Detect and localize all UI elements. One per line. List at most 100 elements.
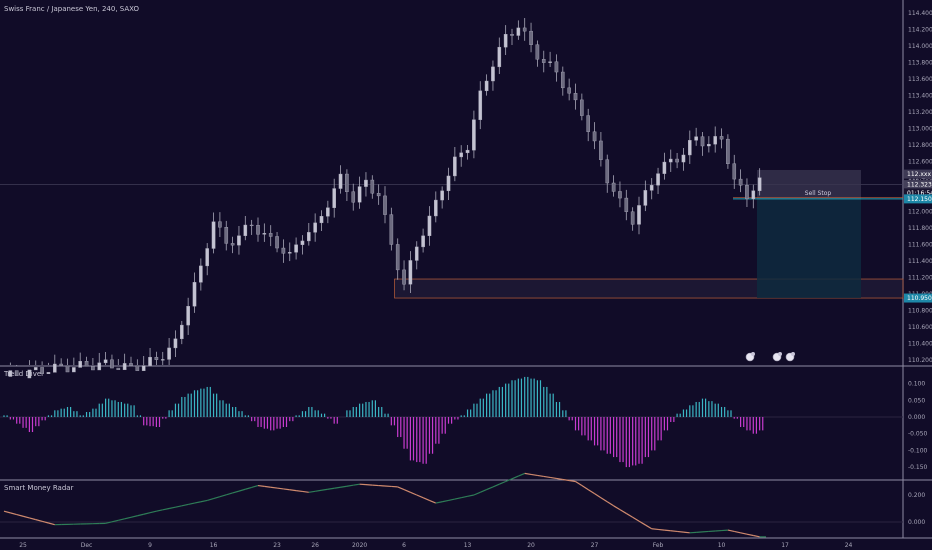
candle-body xyxy=(383,195,387,215)
candle-body xyxy=(294,244,298,253)
candle-body xyxy=(421,235,425,248)
candle-body xyxy=(618,191,622,199)
radar-line-segment xyxy=(638,520,646,526)
time-tick-label: 13 xyxy=(464,542,472,549)
radar-line-segment xyxy=(550,476,557,480)
candle-body xyxy=(681,154,686,163)
candle-body xyxy=(643,190,648,206)
candle-body xyxy=(700,136,705,147)
price-tick-label: 111.400 xyxy=(908,258,932,265)
radar-line-segment xyxy=(308,490,316,493)
candle-body xyxy=(357,186,362,203)
candle-body xyxy=(256,225,260,235)
candle-body xyxy=(497,46,502,68)
price-tick-label: 114.400 xyxy=(908,10,932,17)
time-tick-label: 17 xyxy=(781,542,789,549)
candle-body xyxy=(84,361,89,367)
candle-body xyxy=(33,367,38,371)
radar-line-segment xyxy=(238,488,246,492)
radar-line-segment xyxy=(677,530,684,533)
radar-line-segment xyxy=(746,533,754,537)
price-tick-label: 113.600 xyxy=(908,76,932,83)
time-tick-label: Dec xyxy=(81,542,93,549)
candle-body xyxy=(103,359,108,364)
stop-loss-box[interactable] xyxy=(757,169,861,199)
zone-price-label: 110.950 xyxy=(907,295,932,302)
radar-title: Smart Money Radar xyxy=(4,484,74,492)
radar-line-segment xyxy=(334,486,341,489)
candle-body xyxy=(345,173,349,192)
time-tick-label: 9 xyxy=(148,542,152,549)
take-profit-box[interactable] xyxy=(757,198,861,299)
sell-stop-price-label-bg xyxy=(904,194,932,204)
candle-body xyxy=(745,185,749,200)
candle-body xyxy=(249,224,254,227)
radar-line-segment xyxy=(416,494,424,499)
candle-body xyxy=(465,149,470,154)
oscillator-tick-label: -0.050 xyxy=(908,431,928,438)
radar-line-segment xyxy=(518,472,525,477)
radar-line-segment xyxy=(315,489,322,492)
candle-body xyxy=(135,365,140,371)
time-tick-label: 25 xyxy=(19,542,27,549)
candle-body xyxy=(205,248,210,267)
radar-line-segment xyxy=(168,506,176,510)
candle-body xyxy=(268,233,273,237)
radar-line-segment xyxy=(340,485,347,488)
candle-body xyxy=(668,158,673,163)
radar-line-segment xyxy=(10,512,17,516)
radar-line-segment xyxy=(467,494,475,497)
price-tick-label: 113.400 xyxy=(908,93,932,100)
candle-body xyxy=(586,115,590,132)
time-tick-label: 24 xyxy=(845,542,853,549)
candle-body xyxy=(688,140,692,156)
radar-line-segment xyxy=(22,515,30,519)
candle-body xyxy=(694,136,698,141)
candle-body xyxy=(211,221,216,249)
candle-body xyxy=(364,179,368,187)
candle-body xyxy=(53,363,57,373)
time-tick-label: 20 xyxy=(527,542,535,549)
candle-body xyxy=(592,131,597,142)
candle-body xyxy=(484,80,489,92)
radar-line-segment xyxy=(448,498,455,501)
radar-line-segment xyxy=(219,494,227,498)
oscillator-tick-label: -0.100 xyxy=(908,447,928,454)
candle-body xyxy=(427,215,432,237)
price-tick-label: 114.200 xyxy=(908,27,932,34)
radar-line-segment xyxy=(283,488,290,491)
price-tick-label: 112.000 xyxy=(908,208,932,215)
price-tick-label: 113.200 xyxy=(908,109,932,116)
time-tick-label: 2020 xyxy=(352,542,367,549)
radar-line-segment xyxy=(683,531,690,534)
radar-line-segment xyxy=(213,496,221,500)
candle-body xyxy=(611,182,616,192)
candle-body xyxy=(78,361,82,368)
candle-body xyxy=(199,265,203,283)
price-tick-label: 114.000 xyxy=(908,43,932,50)
candle-body xyxy=(561,71,565,89)
candle-body xyxy=(675,158,679,163)
candle-body xyxy=(395,244,400,271)
radar-line-segment xyxy=(16,513,24,517)
radar-line-segment xyxy=(480,489,487,493)
candle-body xyxy=(402,269,406,285)
price-tick-label: 111.600 xyxy=(908,241,932,248)
current-price-label-bg xyxy=(904,180,932,190)
candle-body xyxy=(662,161,667,174)
candle-body xyxy=(262,233,267,235)
radar-tick-label: 0.200 xyxy=(908,492,925,499)
candle-body xyxy=(230,243,235,246)
radar-line-segment xyxy=(442,499,449,503)
radar-line-segment xyxy=(606,501,614,507)
candle-body xyxy=(237,235,241,246)
candle-body xyxy=(141,365,146,371)
candle-body xyxy=(408,260,413,285)
candle-body xyxy=(8,370,13,377)
candle-body xyxy=(738,178,743,186)
radar-line-segment xyxy=(581,485,589,491)
candle-body xyxy=(472,119,476,151)
candle-body xyxy=(300,240,305,245)
price-tick-label: 112.800 xyxy=(908,142,932,149)
